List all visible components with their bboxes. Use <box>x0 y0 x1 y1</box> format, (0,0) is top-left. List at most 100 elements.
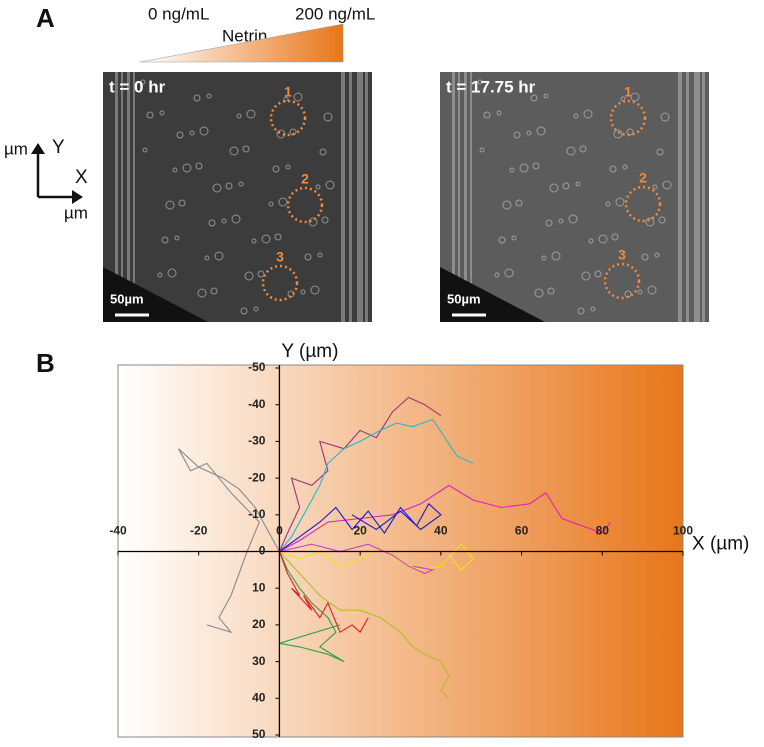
cell <box>479 147 485 153</box>
channel-edge <box>349 72 352 322</box>
cell <box>229 146 239 156</box>
cell <box>174 235 180 241</box>
x-tick-label: 40 <box>434 524 448 538</box>
axes-glyph <box>31 143 83 204</box>
cell <box>530 94 538 102</box>
channel-edge <box>121 72 123 322</box>
roi-number: 2 <box>639 170 647 186</box>
cell <box>626 128 634 136</box>
cell <box>658 216 666 224</box>
cell <box>590 306 596 312</box>
channel-edge <box>127 72 130 322</box>
cell <box>598 234 608 244</box>
channel-edge <box>702 72 705 322</box>
cell <box>172 167 178 173</box>
trajectory <box>278 418 474 552</box>
cell <box>293 92 303 102</box>
trajectory <box>279 502 442 552</box>
x-tick-label: -20 <box>190 524 208 538</box>
trajectory <box>278 551 345 663</box>
mask-corner <box>103 267 208 322</box>
trajectory <box>278 396 442 552</box>
cell <box>285 164 291 170</box>
cell <box>236 113 242 119</box>
cell <box>304 253 312 261</box>
cell <box>242 145 250 153</box>
cell <box>498 236 506 244</box>
cell <box>189 130 195 136</box>
cell <box>575 181 581 187</box>
cell <box>325 180 335 190</box>
cell <box>221 218 227 224</box>
cell <box>157 272 163 278</box>
cell <box>526 130 532 136</box>
trajectory <box>279 484 611 552</box>
x-axis-title: X (µm) <box>692 534 749 555</box>
cell <box>167 268 177 278</box>
panel-label: B <box>36 348 55 378</box>
cell <box>566 146 576 156</box>
channel-edge <box>678 72 682 322</box>
x-tick-label: 0 <box>276 524 283 538</box>
cell <box>647 285 657 295</box>
cell <box>214 251 224 261</box>
cell <box>511 235 517 241</box>
cell <box>276 129 286 139</box>
x-tick-label: 20 <box>353 524 367 538</box>
y-tick-label: -30 <box>248 434 266 448</box>
cell <box>534 288 544 298</box>
cell <box>637 289 643 295</box>
cell <box>536 126 546 136</box>
channel-edge <box>694 72 700 322</box>
cell <box>161 236 169 244</box>
roi-circle <box>609 99 647 137</box>
cell <box>654 252 660 258</box>
cell <box>165 200 175 210</box>
y-tick-label: 10 <box>252 580 266 594</box>
mask-corner <box>440 267 545 322</box>
x-tick-label: 80 <box>596 524 610 538</box>
cell <box>253 306 259 312</box>
cell <box>605 201 611 207</box>
cell <box>615 197 625 207</box>
glyph-x-unit: µm <box>64 203 88 222</box>
roi-circle <box>286 186 324 224</box>
time-label: t = 17.75 hr <box>446 77 536 96</box>
cell <box>611 233 619 241</box>
cell <box>238 181 244 187</box>
cell <box>630 92 640 102</box>
cell <box>210 287 218 295</box>
cell <box>583 109 593 119</box>
cell <box>315 184 321 190</box>
micrograph <box>440 72 709 322</box>
gradient-low: 0 ng/mL <box>148 4 209 23</box>
cell <box>562 182 570 190</box>
y-tick-label: -10 <box>248 507 266 521</box>
cell <box>195 162 203 170</box>
micrograph <box>103 72 372 322</box>
scale-bar-label: 50µm <box>110 291 144 306</box>
cell <box>197 288 207 298</box>
cell <box>660 112 670 122</box>
cell <box>477 79 483 85</box>
y-axis-title: Y (µm) <box>281 341 338 362</box>
cell <box>545 219 553 227</box>
cell <box>513 131 521 139</box>
roi-circle <box>603 262 641 300</box>
cell <box>652 184 658 190</box>
cell <box>283 96 289 102</box>
cell <box>140 79 146 85</box>
roi-number: 1 <box>284 84 292 100</box>
cell <box>622 164 628 170</box>
channel-edge <box>470 72 472 322</box>
gradient-wedge <box>139 23 344 63</box>
cell <box>257 270 265 278</box>
channel-edge <box>133 72 135 322</box>
roi-number: 1 <box>624 84 632 100</box>
x-tick-label: 60 <box>515 524 529 538</box>
channel-edge <box>458 72 460 322</box>
panel-label: A <box>36 3 55 33</box>
cell <box>543 93 549 99</box>
cell <box>662 180 672 190</box>
